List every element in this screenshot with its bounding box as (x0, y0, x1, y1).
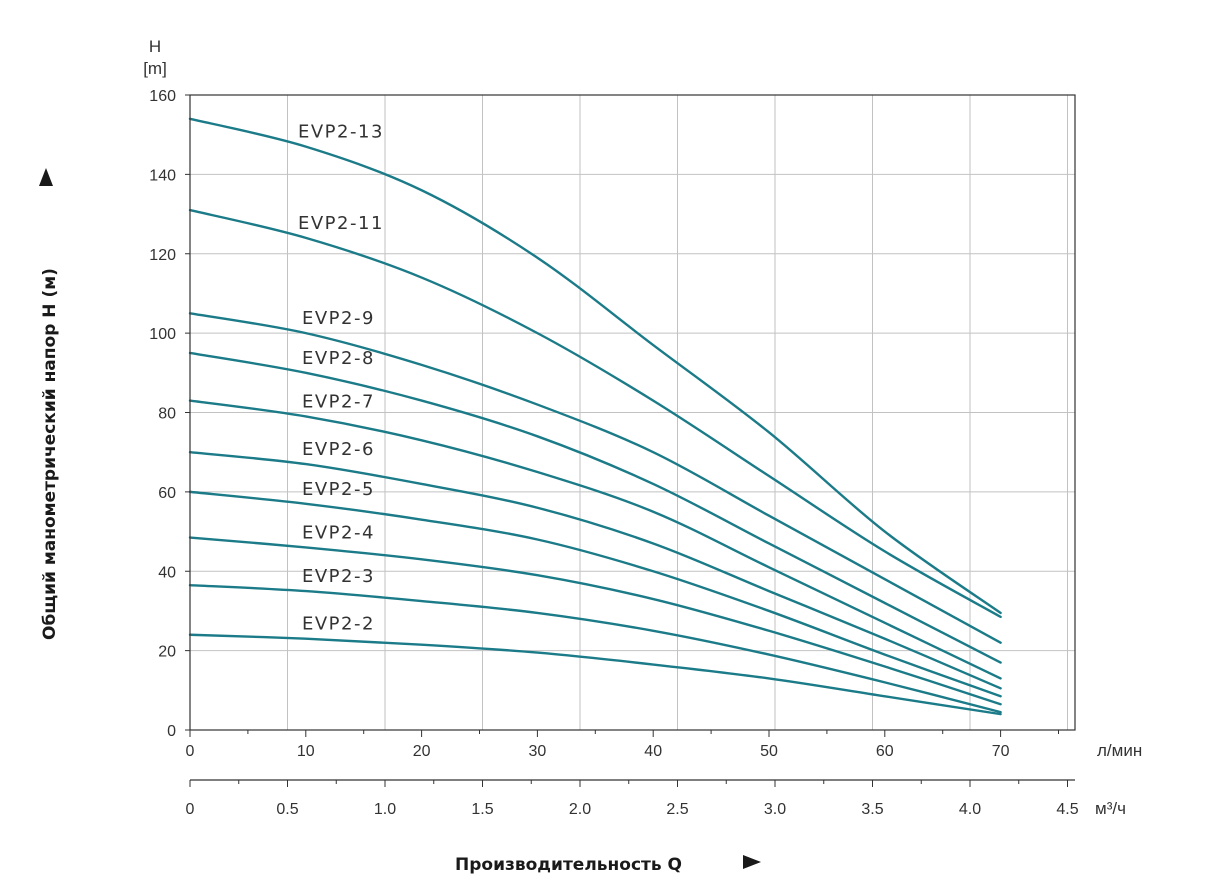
curve-evp2-7 (188, 399, 1002, 680)
curve-label: EVP2-2 (302, 614, 375, 635)
x-tick-label: 0 (186, 743, 195, 760)
curve-evp2-13 (188, 117, 1002, 615)
curve-evp2-3 (188, 583, 1002, 714)
curve-label: EVP2-9 (302, 308, 375, 329)
x-axis-arrow-icon (743, 855, 761, 869)
x-tick-label: 20 (413, 743, 431, 760)
curve-label: EVP2-7 (302, 391, 375, 412)
x2-tick-label: 2.0 (569, 801, 591, 818)
curve-evp2-5 (188, 490, 1002, 698)
x2-tick-label: 3.0 (764, 801, 786, 818)
y-tick-label: 0 (167, 723, 176, 740)
x-tick-label: 70 (992, 743, 1010, 760)
x2-tick-label: 3.5 (861, 801, 883, 818)
x2-tick-label: 4.0 (959, 801, 981, 818)
y-tick-label: 140 (149, 167, 176, 184)
curve-evp2-6 (188, 450, 1002, 690)
y-unit: [m] (143, 59, 167, 78)
y-tick-label: 100 (149, 326, 176, 343)
curve-label: EVP2-4 (302, 522, 375, 543)
y-tick-label: 20 (158, 644, 176, 661)
x-tick-label: 50 (760, 743, 778, 760)
y-tick-label: 40 (158, 564, 176, 581)
y-tick-label: 120 (149, 247, 176, 264)
curve-evp2-8 (188, 351, 1002, 664)
y-tick-label: 80 (158, 406, 176, 423)
x2-tick-label: 2.5 (666, 801, 688, 818)
x2-tick-label: 4.5 (1056, 801, 1078, 818)
y-tick-label: 60 (158, 485, 176, 502)
x-unit-primary: л/мин (1097, 741, 1142, 760)
x-tick-label: 40 (644, 743, 662, 760)
y-tick-label: 160 (149, 88, 176, 105)
x2-tick-label: 0.5 (276, 801, 298, 818)
curve-label: EVP2-3 (302, 566, 375, 587)
grid (190, 94, 1075, 730)
y-axis-arrow-icon (39, 168, 53, 186)
curve-label: EVP2-6 (302, 439, 375, 460)
curve-label: EVP2-13 (298, 122, 384, 143)
x2-tick-label: 1.0 (374, 801, 396, 818)
curve-evp2-11 (188, 208, 1002, 619)
curve-label: EVP2-11 (298, 213, 384, 234)
curve-labels: EVP2-13 EVP2-11 EVP2-9 EVP2-8 EVP2-7 EVP2-6 EV… (298, 122, 384, 635)
y-axis-title: Общий манометрический напор H (м) (40, 268, 60, 640)
curve-label: EVP2-8 (302, 348, 375, 369)
axes: 0 20 40 60 80 100 120 140 160 H [m] 0 10 20 30 40 50 60 70… (39, 37, 1142, 875)
curve-evp2-4 (188, 536, 1002, 706)
x-unit-secondary: м³/ч (1095, 799, 1126, 818)
curve-label: EVP2-5 (302, 479, 375, 500)
x-tick-label: 60 (876, 743, 894, 760)
x-axis-title: Производительность Q (455, 855, 682, 875)
curve-evp2-9 (188, 312, 1002, 644)
performance-curves (188, 117, 1002, 716)
x2-tick-label: 1.5 (471, 801, 493, 818)
x2-tick-label: 0 (186, 801, 195, 818)
x-tick-label: 10 (297, 743, 315, 760)
y-unit-symbol: H (149, 37, 161, 56)
x-tick-label: 30 (529, 743, 547, 760)
curve-evp2-2 (188, 633, 1002, 716)
